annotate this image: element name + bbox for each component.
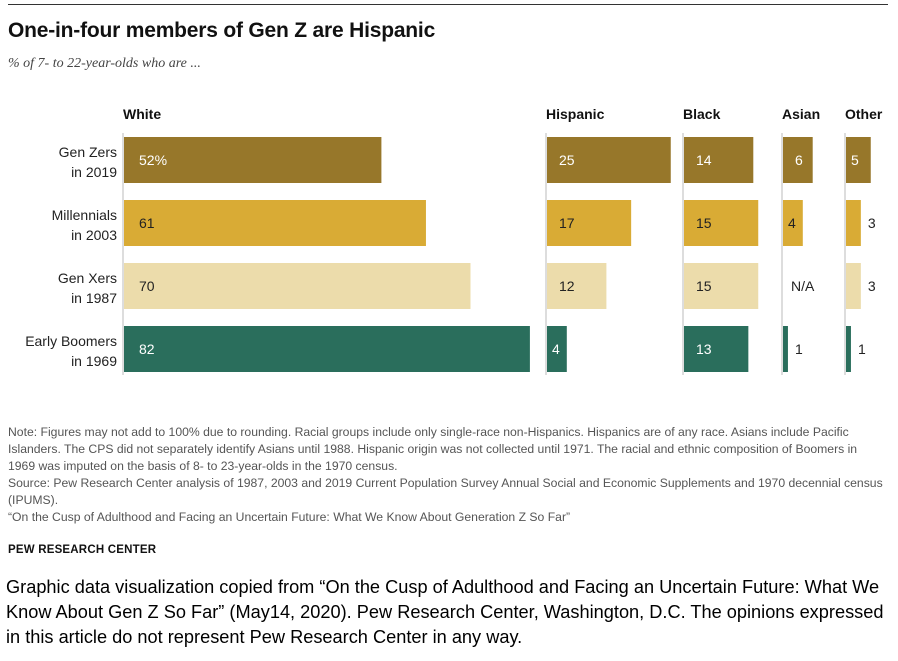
data-label: 15 bbox=[696, 278, 712, 294]
chart-subtitle: % of 7- to 22-year-olds who are ... bbox=[8, 56, 201, 71]
data-label: 3 bbox=[868, 215, 876, 231]
series-header-hispanic: Hispanic bbox=[546, 106, 605, 122]
series-header-asian: Asian bbox=[782, 106, 820, 122]
bar-hispanic-0 bbox=[547, 137, 671, 183]
data-label: 4 bbox=[552, 341, 560, 357]
data-label: 25 bbox=[559, 152, 575, 168]
source-text: Source: Pew Research Center analysis of … bbox=[8, 476, 883, 507]
data-label: 6 bbox=[795, 152, 803, 168]
bar-asian-3 bbox=[783, 326, 788, 372]
bar-hispanic-2 bbox=[547, 263, 607, 309]
category-label: Gen Zers bbox=[59, 144, 117, 160]
bar-white-3 bbox=[124, 326, 530, 372]
data-label: 13 bbox=[696, 341, 712, 357]
data-label: 82 bbox=[139, 341, 155, 357]
bar-black-1 bbox=[684, 200, 759, 246]
data-label: N/A bbox=[791, 278, 815, 294]
series-header-black: Black bbox=[683, 106, 721, 122]
bar-black-0 bbox=[684, 137, 754, 183]
note-text: Note: Figures may not add to 100% due to… bbox=[8, 425, 858, 473]
category-label: in 1969 bbox=[71, 353, 117, 369]
category-label: in 2019 bbox=[71, 164, 117, 180]
bar-black-3 bbox=[684, 326, 749, 372]
bar-other-1 bbox=[846, 200, 861, 246]
data-label: 1 bbox=[795, 341, 803, 357]
chart-title: One-in-four members of Gen Z are Hispani… bbox=[8, 19, 436, 42]
series-header-other: Other bbox=[845, 106, 883, 122]
data-label: 70 bbox=[139, 278, 155, 294]
data-label: 14 bbox=[696, 152, 712, 168]
bar-other-3 bbox=[846, 326, 851, 372]
data-label: 3 bbox=[868, 278, 876, 294]
data-label: 5 bbox=[851, 152, 859, 168]
bar-white-1 bbox=[124, 200, 426, 246]
category-label: in 2003 bbox=[71, 227, 117, 243]
bar-chart: White Hispanic Black Asian Other Gen Zers in 2… bbox=[25, 106, 883, 375]
bar-white-0 bbox=[124, 137, 382, 183]
top-rule bbox=[8, 4, 888, 5]
bar-asian-1 bbox=[783, 200, 803, 246]
bar-hispanic-1 bbox=[547, 200, 632, 246]
data-label: 52% bbox=[139, 152, 167, 168]
series-header-white: White bbox=[123, 106, 161, 122]
bar-black-2 bbox=[684, 263, 759, 309]
chart-notes: Note: Figures may not add to 100% due to… bbox=[8, 424, 886, 526]
data-label: 15 bbox=[696, 215, 712, 231]
data-label: 1 bbox=[858, 341, 866, 357]
category-label: Early Boomers bbox=[25, 333, 117, 349]
bar-other-2 bbox=[846, 263, 861, 309]
bar-white-2 bbox=[124, 263, 471, 309]
data-label: 61 bbox=[139, 215, 155, 231]
category-label: in 1987 bbox=[71, 290, 117, 306]
bar-hispanic-3 bbox=[547, 326, 567, 372]
report-title: “On the Cusp of Adulthood and Facing an … bbox=[8, 510, 571, 524]
bar-asian-0 bbox=[783, 137, 813, 183]
category-label: Millennials bbox=[52, 207, 117, 223]
data-label: 17 bbox=[559, 215, 575, 231]
image-caption: Graphic data visualization copied from “… bbox=[6, 577, 884, 647]
bar-other-0 bbox=[846, 137, 871, 183]
data-label: 12 bbox=[559, 278, 575, 294]
brand-label: PEW RESEARCH CENTER bbox=[8, 544, 157, 556]
category-label: Gen Xers bbox=[58, 270, 117, 286]
data-label: 4 bbox=[788, 215, 796, 231]
